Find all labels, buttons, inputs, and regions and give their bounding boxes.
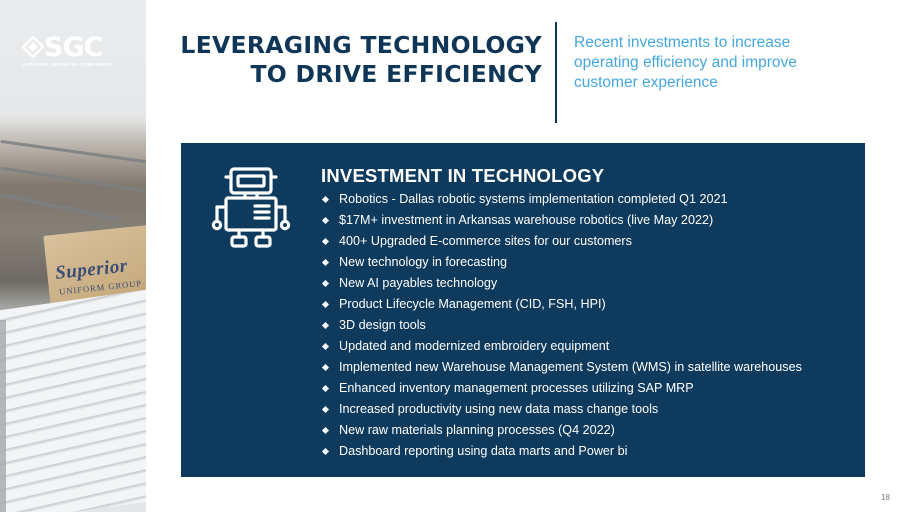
bullet-icon [321, 237, 330, 246]
list-item: Updated and modernized embroidery equipm… [321, 336, 802, 357]
list-item: Increased productivity using new data ma… [321, 399, 802, 420]
logo-tagline: SUPERIOR GROUP OF COMPANIES [22, 62, 112, 67]
list-item: New raw materials planning processes (Q4… [321, 420, 802, 441]
list-item: Robotics - Dallas robotic systems implem… [321, 189, 802, 210]
conveyor-rollers [0, 289, 146, 512]
bullet-icon [321, 279, 330, 288]
list-item: $17M+ investment in Arkansas warehouse r… [321, 210, 802, 231]
bullet-icon [321, 426, 330, 435]
bullet-icon [321, 342, 330, 351]
title-line-1: LEVERAGING TECHNOLOGY [180, 31, 542, 59]
investment-list: Robotics - Dallas robotic systems implem… [321, 189, 802, 462]
conveyor-rail [0, 320, 6, 512]
list-item: Product Lifecycle Management (CID, FSH, … [321, 294, 802, 315]
bullet-icon [321, 447, 330, 456]
bullet-icon [321, 300, 330, 309]
list-item: 400+ Upgraded E-commerce sites for our c… [321, 231, 802, 252]
page-number: 18 [881, 493, 890, 502]
header-divider [555, 22, 557, 123]
bullet-icon [321, 363, 330, 372]
warehouse-photo: Superior UNIFORM GROUP SGC SUPERIOR GROU… [0, 0, 146, 512]
list-item: New AI payables technology [321, 273, 802, 294]
list-item: New technology in forecasting [321, 252, 802, 273]
list-item: Implemented new Warehouse Management Sys… [321, 357, 802, 378]
page-title: LEVERAGING TECHNOLOGY TO DRIVE EFFICIENC… [180, 31, 542, 89]
title-line-2: TO DRIVE EFFICIENCY [250, 60, 542, 88]
bullet-icon [321, 384, 330, 393]
robot-icon [211, 167, 291, 248]
diamond-logo-icon [22, 36, 44, 58]
bullet-icon [321, 321, 330, 330]
logo-wordmark: SGC [44, 32, 103, 63]
bullet-icon [321, 195, 330, 204]
list-item: Dashboard reporting using data marts and… [321, 441, 802, 462]
list-item: Enhanced inventory management processes … [321, 378, 802, 399]
technology-panel: INVESTMENT IN TECHNOLOGY Robotics - Dall… [181, 143, 865, 477]
photo-shadow [0, 120, 146, 230]
bullet-icon [321, 216, 330, 225]
sgc-logo: SGC SUPERIOR GROUP OF COMPANIES [22, 34, 127, 72]
panel-heading: INVESTMENT IN TECHNOLOGY [321, 165, 605, 186]
list-item: 3D design tools [321, 315, 802, 336]
page-subtitle: Recent investments to increase operating… [574, 34, 797, 91]
bullet-icon [321, 405, 330, 414]
bullet-icon [321, 258, 330, 267]
